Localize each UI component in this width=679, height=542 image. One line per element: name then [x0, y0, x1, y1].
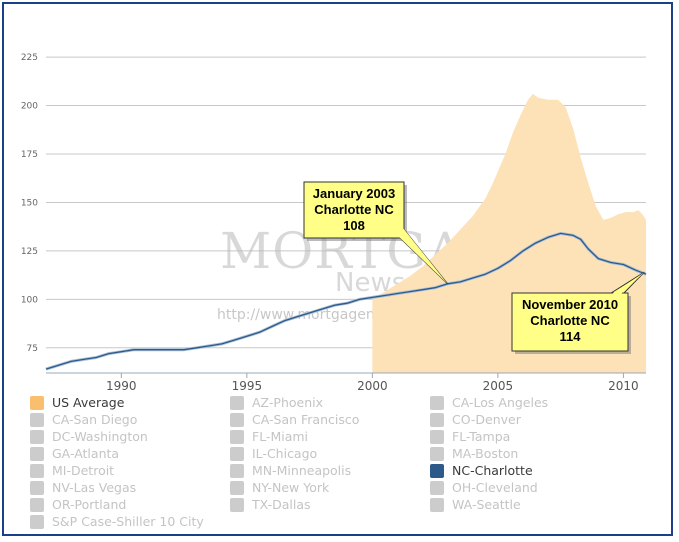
y-tick-label: 200 [21, 102, 38, 112]
legend-label: OR-Portland [52, 497, 127, 512]
legend-item-tx-dallas[interactable]: TX-Dallas [230, 496, 311, 513]
legend-label: NY-New York [252, 480, 330, 495]
legend-item-ca-san-diego[interactable]: CA-San Diego [30, 411, 137, 428]
legend-swatch-icon [430, 395, 444, 410]
callout-line: Charlotte NC [314, 202, 394, 217]
legend-label: DC-Washington [52, 429, 148, 444]
legend-swatch-icon [30, 412, 44, 427]
legend-item-ca-los-angeles[interactable]: CA-Los Angeles [430, 394, 548, 411]
legend-item-fl-tampa[interactable]: FL-Tampa [430, 428, 510, 445]
legend-label: US Average [52, 395, 125, 410]
legend-label: NV-Las Vegas [52, 480, 137, 495]
legend-item-mn-minneapolis[interactable]: MN-Minneapolis [230, 462, 351, 479]
legend-swatch-icon [430, 497, 444, 512]
legend-item-nc-charlotte[interactable]: NC-Charlotte [430, 462, 533, 479]
legend-item-s-p-case-shiller-10-city[interactable]: S&P Case-Shiller 10 City [30, 513, 204, 530]
legend-swatch-icon [230, 497, 244, 512]
legend-label: NC-Charlotte [452, 463, 533, 478]
legend-item-az-phoenix[interactable]: AZ-Phoenix [230, 394, 323, 411]
y-tick-label: 175 [21, 150, 38, 160]
y-tick-label: 225 [21, 53, 38, 63]
y-tick-label: 125 [21, 247, 38, 257]
legend-swatch-icon [430, 429, 444, 444]
axis-layer: 75 100 125 150 175 200 225 1990 1995 2000 2005 2010 [21, 53, 646, 393]
legend-swatch-icon [430, 463, 444, 478]
y-tick-label: 150 [21, 198, 38, 208]
legend-item-ca-san-francisco[interactable]: CA-San Francisco [230, 411, 359, 428]
legend-swatch-icon [30, 463, 44, 478]
x-tick-label: 2005 [483, 379, 514, 393]
legend-label: CO-Denver [452, 412, 521, 427]
legend-item-or-portland[interactable]: OR-Portland [30, 496, 126, 513]
x-tick-label: 1995 [232, 379, 263, 393]
legend-swatch-icon [230, 412, 244, 427]
legend-label: WA-Seattle [452, 497, 521, 512]
legend-item-ny-new-york[interactable]: NY-New York [230, 479, 329, 496]
legend-label: MN-Minneapolis [252, 463, 352, 478]
x-tick-label: 2000 [357, 379, 388, 393]
legend-label: IL-Chicago [252, 446, 318, 461]
legend-item-nv-las-vegas[interactable]: NV-Las Vegas [30, 479, 136, 496]
legend-swatch-icon [430, 480, 444, 495]
line-nc-charlotte [45, 232, 647, 370]
legend-label: FL-Miami [252, 429, 309, 444]
callout-box [511, 292, 629, 352]
legend-label: TX-Dallas [252, 497, 311, 512]
legend-label: AZ-Phoenix [252, 395, 323, 410]
callout-line: Charlotte NC [530, 313, 610, 328]
legend-swatch-icon [30, 446, 44, 461]
legend-item-us-average[interactable]: US Average [30, 394, 124, 411]
legend-item-mi-detroit[interactable]: MI-Detroit [30, 462, 114, 479]
callout-pointer-fill [397, 223, 448, 284]
legend-swatch-icon [230, 395, 244, 410]
legend-item-oh-cleveland[interactable]: OH-Cleveland [430, 479, 538, 496]
legend-swatch-icon [230, 463, 244, 478]
legend-label: GA-Atlanta [52, 446, 120, 461]
legend-label: S&P Case-Shiller 10 City [52, 514, 204, 529]
callout-line: January 2003 [313, 186, 395, 201]
legend-item-co-denver[interactable]: CO-Denver [430, 411, 521, 428]
legend-item-ma-boston[interactable]: MA-Boston [430, 445, 518, 462]
callout-pointer-fill [609, 272, 645, 296]
legend-label: CA-Los Angeles [452, 395, 549, 410]
y-tick-label: 100 [21, 295, 38, 305]
legend-item-fl-miami[interactable]: FL-Miami [230, 428, 308, 445]
legend-swatch-icon [430, 446, 444, 461]
legend-item-ga-atlanta[interactable]: GA-Atlanta [30, 445, 119, 462]
legend-label: CA-San Francisco [252, 412, 360, 427]
callout-line: 114 [560, 329, 582, 344]
legend-swatch-icon [30, 429, 44, 444]
legend-swatch-icon [230, 480, 244, 495]
legend-swatch-icon [30, 480, 44, 495]
legend-swatch-icon [30, 395, 44, 410]
legend-label: CA-San Diego [52, 412, 138, 427]
callout-line: November 2010 [522, 297, 618, 312]
legend-label: FL-Tampa [452, 429, 511, 444]
legend-label: MI-Detroit [52, 463, 115, 478]
legend: US Average AZ-Phoenix CA-Los Angeles CA-San… [30, 394, 660, 534]
legend-item-wa-seattle[interactable]: WA-Seattle [430, 496, 521, 513]
x-tick-label: 1990 [106, 379, 137, 393]
legend-swatch-icon [230, 446, 244, 461]
legend-label: OH-Cleveland [452, 480, 538, 495]
legend-label: MA-Boston [452, 446, 519, 461]
callout-box [303, 181, 405, 239]
legend-swatch-icon [30, 514, 44, 529]
legend-item-il-chicago[interactable]: IL-Chicago [230, 445, 317, 462]
legend-swatch-icon [430, 412, 444, 427]
y-tick-label: 75 [27, 344, 38, 354]
x-tick-label: 2010 [608, 379, 639, 393]
legend-swatch-icon [30, 497, 44, 512]
house-price-chart: MORTGAGE News Daily http://www.mortgagen… [21, 53, 647, 393]
legend-item-dc-washington[interactable]: DC-Washington [30, 428, 148, 445]
callout-line: 108 [343, 218, 365, 233]
legend-swatch-icon [230, 429, 244, 444]
